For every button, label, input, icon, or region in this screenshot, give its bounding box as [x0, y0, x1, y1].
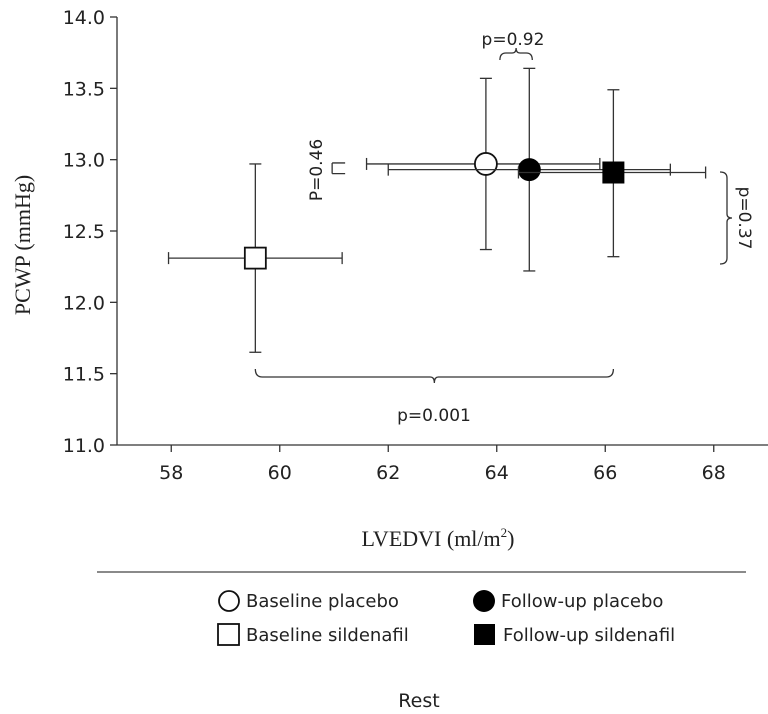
bracket-p-0001	[254, 368, 615, 384]
data-point-baseline-sildenafil	[243, 246, 267, 270]
legend-label: Follow-up placebo	[501, 591, 663, 612]
legend-marker-filled-circle	[473, 590, 495, 612]
bracket-p-046	[331, 162, 346, 175]
x-tick-label: 58	[159, 462, 183, 484]
x-axis-title-end: )	[507, 526, 514, 551]
legend-label: Baseline placebo	[246, 591, 399, 612]
y-tick-label: 13.0	[63, 150, 105, 172]
y-ticks: 11.0 11.5 12.0 12.5 13.0 13.5 14.0	[63, 7, 117, 457]
bracket-p-037	[719, 171, 733, 265]
annotation-p-0001: p=0.001	[397, 406, 471, 426]
data-point-follow-up-sildenafil	[602, 161, 625, 184]
significance-brackets	[254, 47, 733, 384]
legend-marker-filled-square	[474, 624, 495, 645]
axes	[116, 17, 768, 446]
legend-marker-open-circle	[218, 590, 240, 612]
y-tick-label: 11.5	[63, 364, 105, 386]
annotation-p-046: P=0.46	[307, 139, 327, 201]
legend-item-follow-up-placebo: Follow-up placebo	[473, 590, 663, 612]
legend-item-follow-up-sildenafil: Follow-up sildenafil	[474, 624, 675, 646]
bracket-p-092	[499, 47, 533, 61]
y-axis-title: PCWP (mmHg)	[10, 175, 35, 315]
x-axis-title: LVEDVI (ml/m2)	[362, 525, 515, 551]
legend: Baseline placebo Follow-up placebo Basel…	[217, 590, 675, 646]
x-tick-label: 68	[702, 462, 726, 484]
y-tick-label: 14.0	[63, 7, 105, 29]
data-point-follow-up-placebo	[517, 158, 541, 182]
legend-label: Follow-up sildenafil	[503, 625, 675, 646]
data-point-group	[365, 77, 601, 251]
y-tick-label: 12.5	[63, 221, 105, 243]
legend-label: Baseline sildenafil	[246, 625, 409, 646]
annotation-p-092: p=0.92	[482, 30, 545, 50]
x-axis-title-main: LVEDVI (ml/m	[362, 526, 501, 551]
footer-label: Rest	[398, 690, 439, 712]
x-tick-label: 66	[593, 462, 617, 484]
legend-item-baseline-placebo: Baseline placebo	[218, 590, 399, 612]
data-point-group	[387, 67, 671, 272]
legend-item-baseline-sildenafil: Baseline sildenafil	[217, 623, 409, 646]
data-point-group	[517, 89, 707, 258]
annotation-p-037: p=0.37	[734, 187, 754, 250]
x-tick-label: 60	[268, 462, 292, 484]
y-tick-label: 11.0	[63, 435, 105, 457]
y-tick-label: 12.0	[63, 292, 105, 314]
y-tick-label: 13.5	[63, 78, 105, 100]
x-ticks: 58 60 62 64 66 68	[159, 445, 726, 484]
legend-marker-open-square	[217, 623, 240, 646]
data-point-group	[167, 163, 343, 353]
x-axis-title-sup: 2	[501, 525, 508, 540]
data-point-baseline-placebo	[473, 152, 498, 176]
data-marks	[167, 67, 707, 353]
x-tick-label: 62	[376, 462, 400, 484]
x-tick-label: 64	[485, 462, 509, 484]
